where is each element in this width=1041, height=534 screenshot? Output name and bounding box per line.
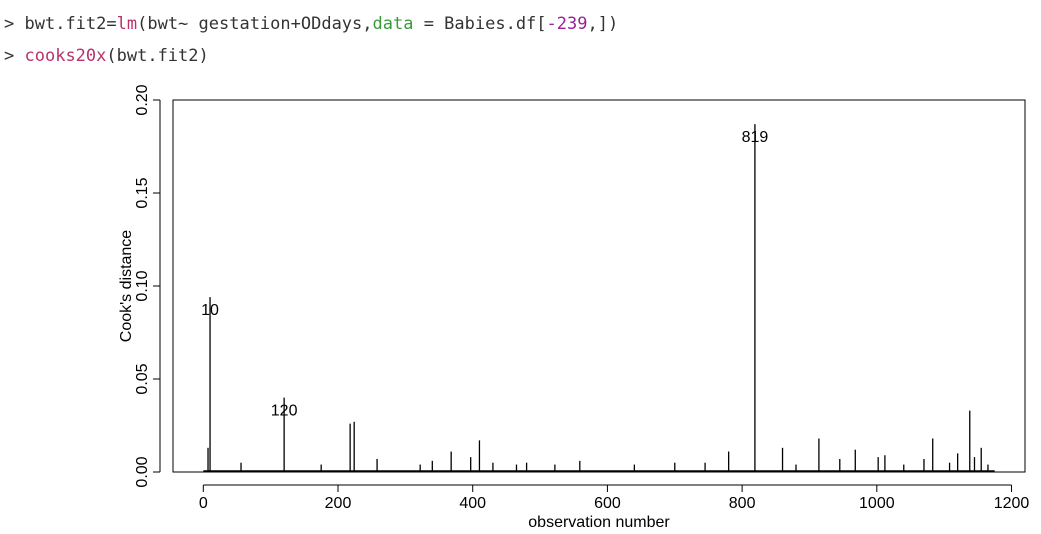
console-prompt: > [4,14,15,34]
console-line-2: > cooks20x(bwt.fit2) [4,46,209,66]
x-tick-label-400: 400 [459,495,486,512]
plot-frame [172,99,1026,473]
x-tick-label-200: 200 [325,495,352,512]
point-label-10: 10 [201,302,219,319]
code-function: lm [116,14,138,34]
x-tick-label-0: 0 [199,495,208,512]
code-text: (bwt~ gestation+ODdays, [137,14,373,34]
code-text: bwt.fit2= [24,14,117,34]
y-axis: 0.00 0.05 0.10 0.15 0.20 [134,84,161,488]
console-prompt: > [4,46,15,66]
spike-series [203,124,995,472]
point-labels: 819 10 120 [201,129,768,419]
code-number: -239 [546,14,588,34]
x-axis-label: observation number [528,514,670,531]
code-argument: data [372,14,414,34]
x-tick-label-800: 800 [729,495,756,512]
console-line-1: > bwt.fit2=lm(bwt~ gestation+ODdays,data… [4,14,618,34]
point-label-819: 819 [742,129,769,146]
code-text: ,]) [587,14,619,34]
y-tick-label-4: 0.20 [134,84,151,115]
code-text: (bwt.fit2) [106,46,209,66]
x-axis: 0 200 400 600 800 1000 1200 [199,484,1030,512]
y-tick-label-0: 0.00 [134,456,151,487]
x-tick-label-600: 600 [594,495,621,512]
y-tick-label-2: 0.10 [134,270,151,301]
y-tick-label-1: 0.05 [134,363,151,394]
code-text: = Babies.df[ [413,14,547,34]
x-tick-label-1200: 1200 [994,495,1030,512]
y-axis-label: Cook's distance [118,230,135,343]
point-label-120: 120 [271,403,298,420]
x-tick-label-1000: 1000 [859,495,895,512]
y-tick-label-3: 0.15 [134,177,151,208]
code-function: cooks20x [24,46,107,66]
